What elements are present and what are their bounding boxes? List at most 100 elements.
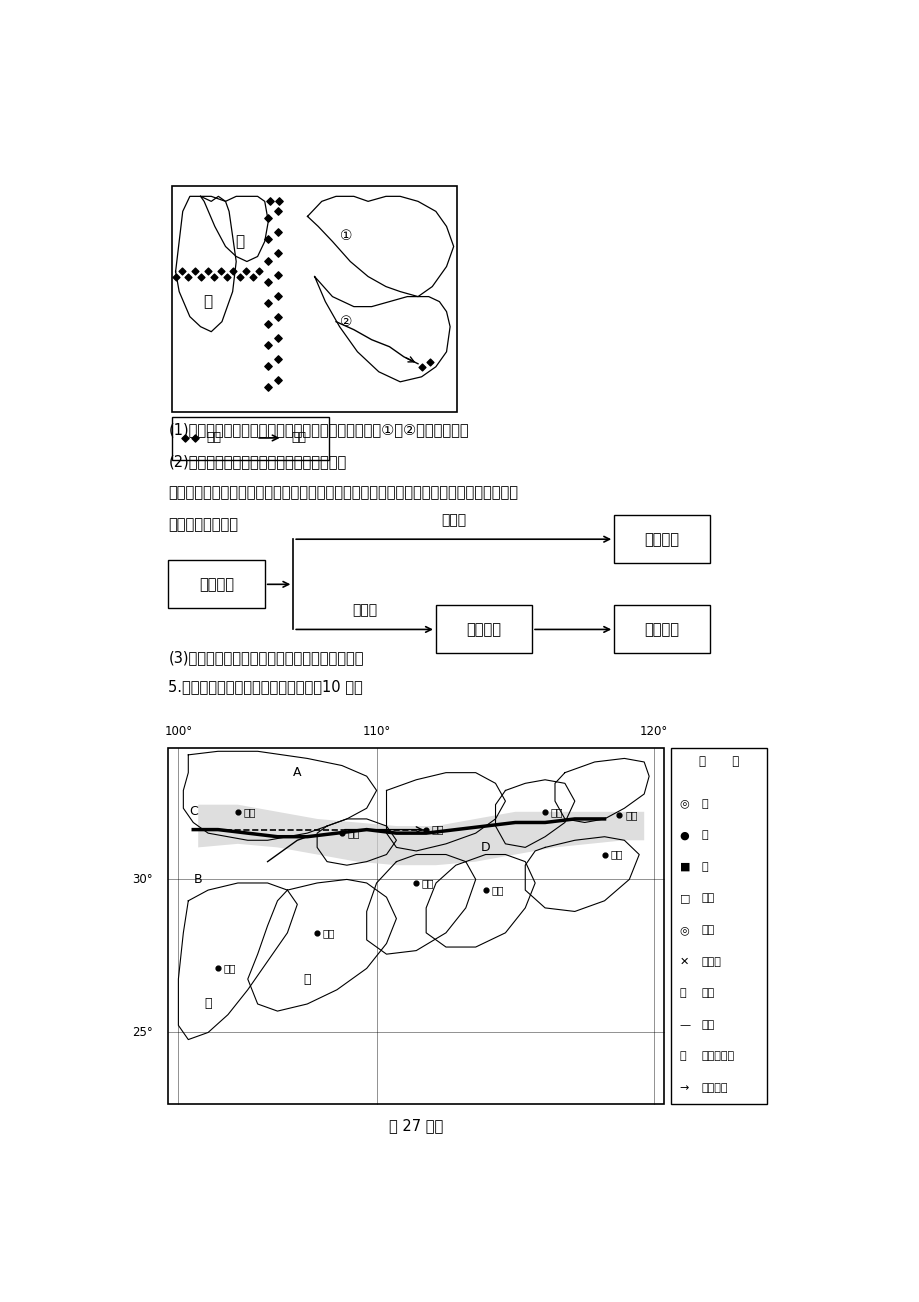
Point	[408, 872, 423, 893]
Bar	[172, 417, 329, 460]
Text: (1)从主要粮食作物、耕地类型、作物熟制等方面比较①、②两地的差异。: (1)从主要粮食作物、耕地类型、作物熟制等方面比较①、②两地的差异。	[168, 422, 469, 437]
Point	[270, 370, 285, 391]
Point	[270, 285, 285, 306]
Point	[270, 327, 285, 348]
Text: D: D	[481, 841, 490, 854]
Text: 河湖: 河湖	[700, 988, 713, 999]
Text: 电力工业: 电力工业	[466, 622, 501, 637]
FancyBboxPatch shape	[168, 560, 265, 608]
Point	[187, 427, 202, 448]
Text: 南昌: 南昌	[491, 885, 504, 894]
Text: 110°: 110°	[362, 725, 391, 738]
Point	[233, 266, 247, 286]
Point	[220, 266, 234, 286]
Text: ～: ～	[679, 1051, 686, 1061]
Text: 成都: 成都	[244, 807, 255, 816]
Text: 方案一: 方案一	[440, 513, 466, 527]
Point	[187, 260, 202, 281]
Text: 30°: 30°	[132, 872, 153, 885]
Text: 100°: 100°	[165, 725, 192, 738]
Text: 钨: 钨	[700, 798, 707, 809]
FancyBboxPatch shape	[614, 605, 709, 654]
Point	[261, 208, 276, 229]
Text: 河流: 河流	[291, 431, 307, 444]
Point	[194, 266, 209, 286]
Text: 输出煤炭: 输出煤炭	[644, 531, 679, 547]
Point	[261, 250, 276, 271]
Point	[261, 355, 276, 376]
Text: ◎: ◎	[679, 798, 688, 809]
Point	[213, 260, 228, 281]
Text: 图       例: 图 例	[698, 755, 739, 768]
Point	[414, 357, 428, 378]
Text: 云: 云	[204, 997, 211, 1010]
Text: ■: ■	[679, 862, 689, 872]
Text: 25°: 25°	[132, 1026, 153, 1039]
Point	[270, 349, 285, 370]
Text: 乙: 乙	[235, 234, 244, 249]
Text: 山脉: 山脉	[206, 431, 221, 444]
Point	[252, 260, 267, 281]
Text: (2)简述冬季甲地北侧山脉对其农业的影响。: (2)简述冬季甲地北侧山脉对其农业的影响。	[168, 454, 346, 469]
Text: 5.读长江经济略图，完成下列问题。（10 分）: 5.读长江经济略图，完成下列问题。（10 分）	[168, 680, 363, 694]
Point	[596, 844, 611, 865]
Text: 为了加快乙地区煤炭资源的开发和利用，把资源优势转化为经济优势，地方政府提出了资源: 为了加快乙地区煤炭资源的开发和利用，把资源优势转化为经济优势，地方政府提出了资源	[168, 486, 518, 500]
Point	[177, 427, 192, 448]
Text: B: B	[194, 872, 202, 885]
Text: ①: ①	[340, 229, 353, 243]
Text: ②: ②	[340, 315, 353, 328]
Point	[226, 260, 241, 281]
Text: ～: ～	[679, 988, 686, 999]
Point	[181, 266, 196, 286]
Point	[271, 191, 286, 212]
Point	[261, 314, 276, 335]
Text: ●: ●	[679, 831, 688, 840]
Point	[261, 292, 276, 312]
Point	[611, 805, 626, 825]
Text: 水电站: 水电站	[700, 957, 720, 966]
Text: 铜: 铜	[700, 831, 707, 840]
Text: 武汉: 武汉	[431, 824, 444, 835]
Point	[310, 922, 324, 943]
Point	[537, 802, 551, 823]
Point	[210, 958, 225, 979]
Text: —: —	[679, 1019, 690, 1030]
Text: 外运的以下方案：: 外运的以下方案：	[168, 517, 238, 533]
Text: 方案二: 方案二	[352, 603, 377, 617]
Text: 上海: 上海	[624, 810, 637, 820]
Point	[270, 201, 285, 221]
Point	[231, 802, 245, 823]
Text: 城市: 城市	[700, 924, 713, 935]
Text: 第 27 题图: 第 27 题图	[389, 1118, 443, 1133]
Point	[270, 264, 285, 285]
Text: 锑: 锑	[700, 862, 707, 872]
Bar	[168, 747, 664, 1104]
Text: →: →	[679, 1083, 688, 1092]
Text: ✕: ✕	[679, 957, 688, 966]
Text: ◎: ◎	[679, 924, 688, 935]
Point	[261, 229, 276, 250]
Text: A: A	[293, 766, 301, 779]
FancyBboxPatch shape	[614, 516, 709, 564]
Bar	[671, 747, 766, 1104]
Text: 南京: 南京	[550, 807, 562, 816]
Point	[270, 306, 285, 327]
Point	[200, 260, 215, 281]
Point	[207, 266, 221, 286]
Text: (3)与方案一相比，简述方案二对乙地区的影响。: (3)与方案一相比，简述方案二对乙地区的影响。	[168, 651, 364, 665]
Text: 杭州: 杭州	[609, 849, 622, 859]
Point	[261, 271, 276, 292]
Point	[261, 376, 276, 397]
Polygon shape	[198, 805, 643, 866]
Point	[335, 823, 349, 844]
Text: 输出电力: 输出电力	[644, 622, 679, 637]
Point	[245, 266, 260, 286]
FancyBboxPatch shape	[436, 605, 531, 654]
Text: 长沙: 长沙	[422, 878, 434, 888]
Text: 铅锌: 铅锌	[700, 893, 713, 904]
Point	[418, 819, 433, 840]
Point	[175, 260, 189, 281]
Point	[478, 880, 493, 901]
Text: 重庆: 重庆	[347, 828, 359, 838]
Text: 贵阳: 贵阳	[323, 928, 335, 937]
